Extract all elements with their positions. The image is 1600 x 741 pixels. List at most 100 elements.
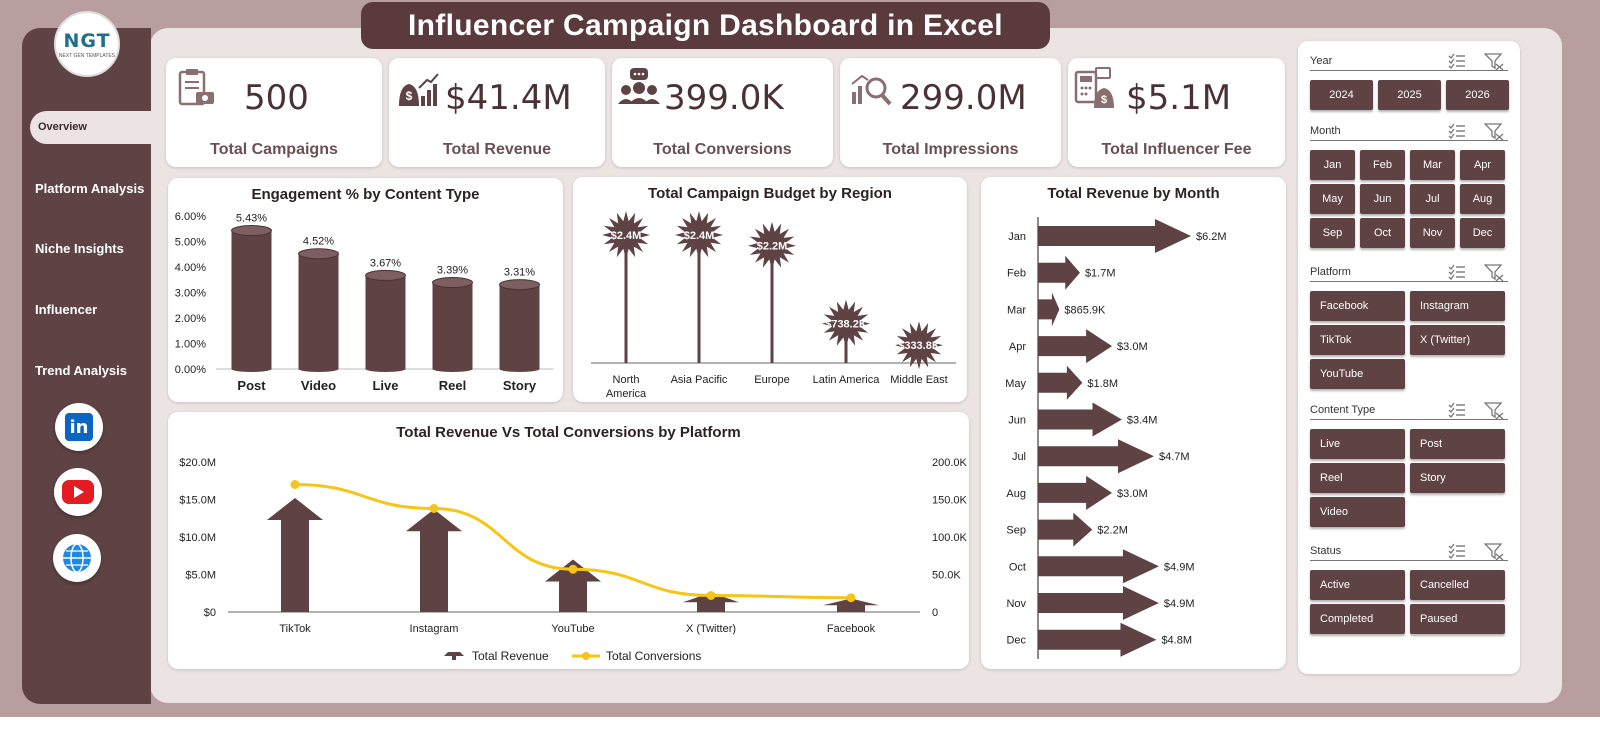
data-label: $4.7M [1159, 451, 1190, 463]
website-button[interactable] [53, 534, 101, 582]
nav-influencer[interactable]: Influencer [35, 302, 98, 317]
clear-filter-icon[interactable] [1483, 402, 1504, 420]
filter-option-status-completed[interactable]: Completed [1310, 604, 1405, 634]
y-tick-label: Mar [1007, 304, 1026, 316]
multi-select-icon[interactable] [1448, 53, 1466, 69]
budget-chart: $2.4M North America $2.4M Asia Pacific $2.2M E… [591, 211, 956, 400]
y-tick-label: Feb [1007, 268, 1026, 280]
y-tick-label: 1.00% [175, 339, 206, 351]
filter-header-content-type: Content Type [1310, 402, 1508, 420]
filter-option-platform-facebook[interactable]: Facebook [1310, 291, 1405, 321]
y-tick-label: Apr [1009, 341, 1026, 353]
filter-option-platform-instagram[interactable]: Instagram [1410, 291, 1505, 321]
y-right-tick-label: 50.0K [932, 570, 961, 582]
filter-option-status-cancelled[interactable]: Cancelled [1410, 570, 1505, 600]
conversions-point-youtube [568, 564, 578, 574]
y-right-tick-label: 150.0K [932, 495, 968, 507]
kpi-card-total-campaigns: 500 Total Campaigns [166, 58, 382, 167]
filter-option-content-type-reel[interactable]: Reel [1310, 463, 1405, 493]
filter-option-month-jun[interactable]: Jun [1360, 184, 1405, 214]
bar-may [1038, 365, 1083, 400]
filter-option-month-jan[interactable]: Jan [1310, 150, 1355, 180]
x-tick-label: Story [503, 378, 537, 393]
conversions-point-x-twitter [706, 591, 716, 600]
bar-nov [1038, 586, 1159, 620]
nav-platform-analysis[interactable]: Platform Analysis [35, 181, 145, 196]
nav-niche-insights[interactable]: Niche Insights [35, 241, 124, 256]
revenue-bar-instagram [406, 509, 462, 612]
filter-option-status-active[interactable]: Active [1310, 570, 1405, 600]
filter-option-platform-x-twitter[interactable]: X (Twitter) [1410, 325, 1505, 355]
bar-feb [1038, 255, 1080, 290]
y-tick-label: 6.00% [175, 211, 206, 223]
filter-option-month-apr[interactable]: Apr [1460, 150, 1505, 180]
marker-north-america [602, 211, 650, 259]
filter-label-platform: Platform [1310, 266, 1351, 278]
filter-option-month-feb[interactable]: Feb [1360, 150, 1405, 180]
filter-option-year-2026[interactable]: 2026 [1446, 80, 1509, 110]
nav-overview[interactable]: Overview [30, 111, 151, 144]
monthly-revenue-chart-panel: Total Revenue by Month Jan $6.2M Feb $1.7M M… [981, 177, 1286, 669]
filter-option-year-2025[interactable]: 2025 [1378, 80, 1441, 110]
nav-trend-analysis[interactable]: Trend Analysis [35, 363, 127, 378]
y-tick-label: 5.00% [175, 237, 206, 249]
platform-chart-panel: Total Revenue Vs Total Conversions by Pl… [168, 412, 969, 669]
kpi-card-total-impressions: 299.0M Total Impressions [840, 58, 1061, 167]
linkedin-icon-text: in [69, 416, 89, 438]
filter-option-month-aug[interactable]: Aug [1460, 184, 1505, 214]
kpi-label-total-revenue: Total Revenue [442, 141, 552, 158]
youtube-button[interactable] [54, 468, 102, 516]
filter-option-month-may[interactable]: May [1310, 184, 1355, 214]
data-label: $2.2M [757, 241, 788, 253]
title-bar: Influencer Campaign Dashboard in Excel [361, 2, 1050, 49]
multi-select-icon[interactable] [1448, 123, 1466, 139]
filter-label-month: Month [1310, 125, 1341, 137]
filter-option-content-type-live[interactable]: Live [1310, 429, 1405, 459]
multi-select-icon[interactable] [1448, 402, 1466, 418]
data-label: $4.9M [1164, 598, 1195, 610]
clear-filter-icon[interactable] [1483, 543, 1504, 561]
clear-filter-icon[interactable] [1483, 53, 1504, 71]
kpi-value-total-revenue: $41.4M [445, 78, 572, 118]
linkedin-button[interactable]: in [55, 403, 103, 451]
page-title: Influencer Campaign Dashboard in Excel [408, 8, 1003, 42]
data-label: $1.7M [1085, 268, 1116, 280]
bar-jul [1038, 439, 1154, 474]
filter-header-year: Year [1310, 53, 1508, 71]
data-label: $4.8M [1161, 635, 1192, 647]
y-tick-label: Aug [1006, 488, 1026, 500]
multi-select-icon[interactable] [1448, 543, 1466, 559]
filter-option-platform-youtube[interactable]: YouTube [1310, 359, 1405, 389]
marker-europe [748, 221, 796, 270]
clear-filter-icon[interactable] [1483, 264, 1504, 282]
x-tick-label: Middle East [890, 374, 947, 386]
y-tick-label: Sep [1006, 525, 1026, 537]
clipboard-money-icon [178, 69, 214, 106]
filter-option-year-2024[interactable]: 2024 [1310, 80, 1373, 110]
filter-option-month-mar[interactable]: Mar [1410, 150, 1455, 180]
nav-overview-label: Overview [38, 121, 87, 133]
multi-select-icon[interactable] [1448, 264, 1466, 280]
kpi-label-total-conversions: Total Conversions [653, 141, 792, 158]
engagement-chart-panel: Engagement % by Content Type 6.00% 5.00% 4… [168, 178, 563, 402]
filter-option-status-paused[interactable]: Paused [1410, 604, 1505, 634]
y-left-tick-label: $20.0M [179, 457, 216, 469]
data-label: $865.9K [1064, 304, 1106, 316]
clear-filter-icon[interactable] [1483, 123, 1504, 141]
filter-option-month-nov[interactable]: Nov [1410, 218, 1455, 248]
filter-option-month-oct[interactable]: Oct [1360, 218, 1405, 248]
filter-option-content-type-story[interactable]: Story [1410, 463, 1505, 493]
filter-option-content-type-post[interactable]: Post [1410, 429, 1505, 459]
bar-reel [432, 277, 473, 372]
legend-conversions-marker [582, 652, 590, 660]
filter-option-month-jul[interactable]: Jul [1410, 184, 1455, 214]
bar-post [231, 225, 272, 372]
filter-option-month-sep[interactable]: Sep [1310, 218, 1355, 248]
filter-option-content-type-video[interactable]: Video [1310, 497, 1405, 527]
filter-option-platform-tiktok[interactable]: TikTok [1310, 325, 1405, 355]
bar-dec [1038, 622, 1157, 657]
data-label: $2.2M [1097, 525, 1128, 537]
conversions-point-tiktok [290, 480, 300, 489]
filter-option-month-dec[interactable]: Dec [1460, 218, 1505, 248]
y-tick-label: Oct [1009, 561, 1026, 573]
